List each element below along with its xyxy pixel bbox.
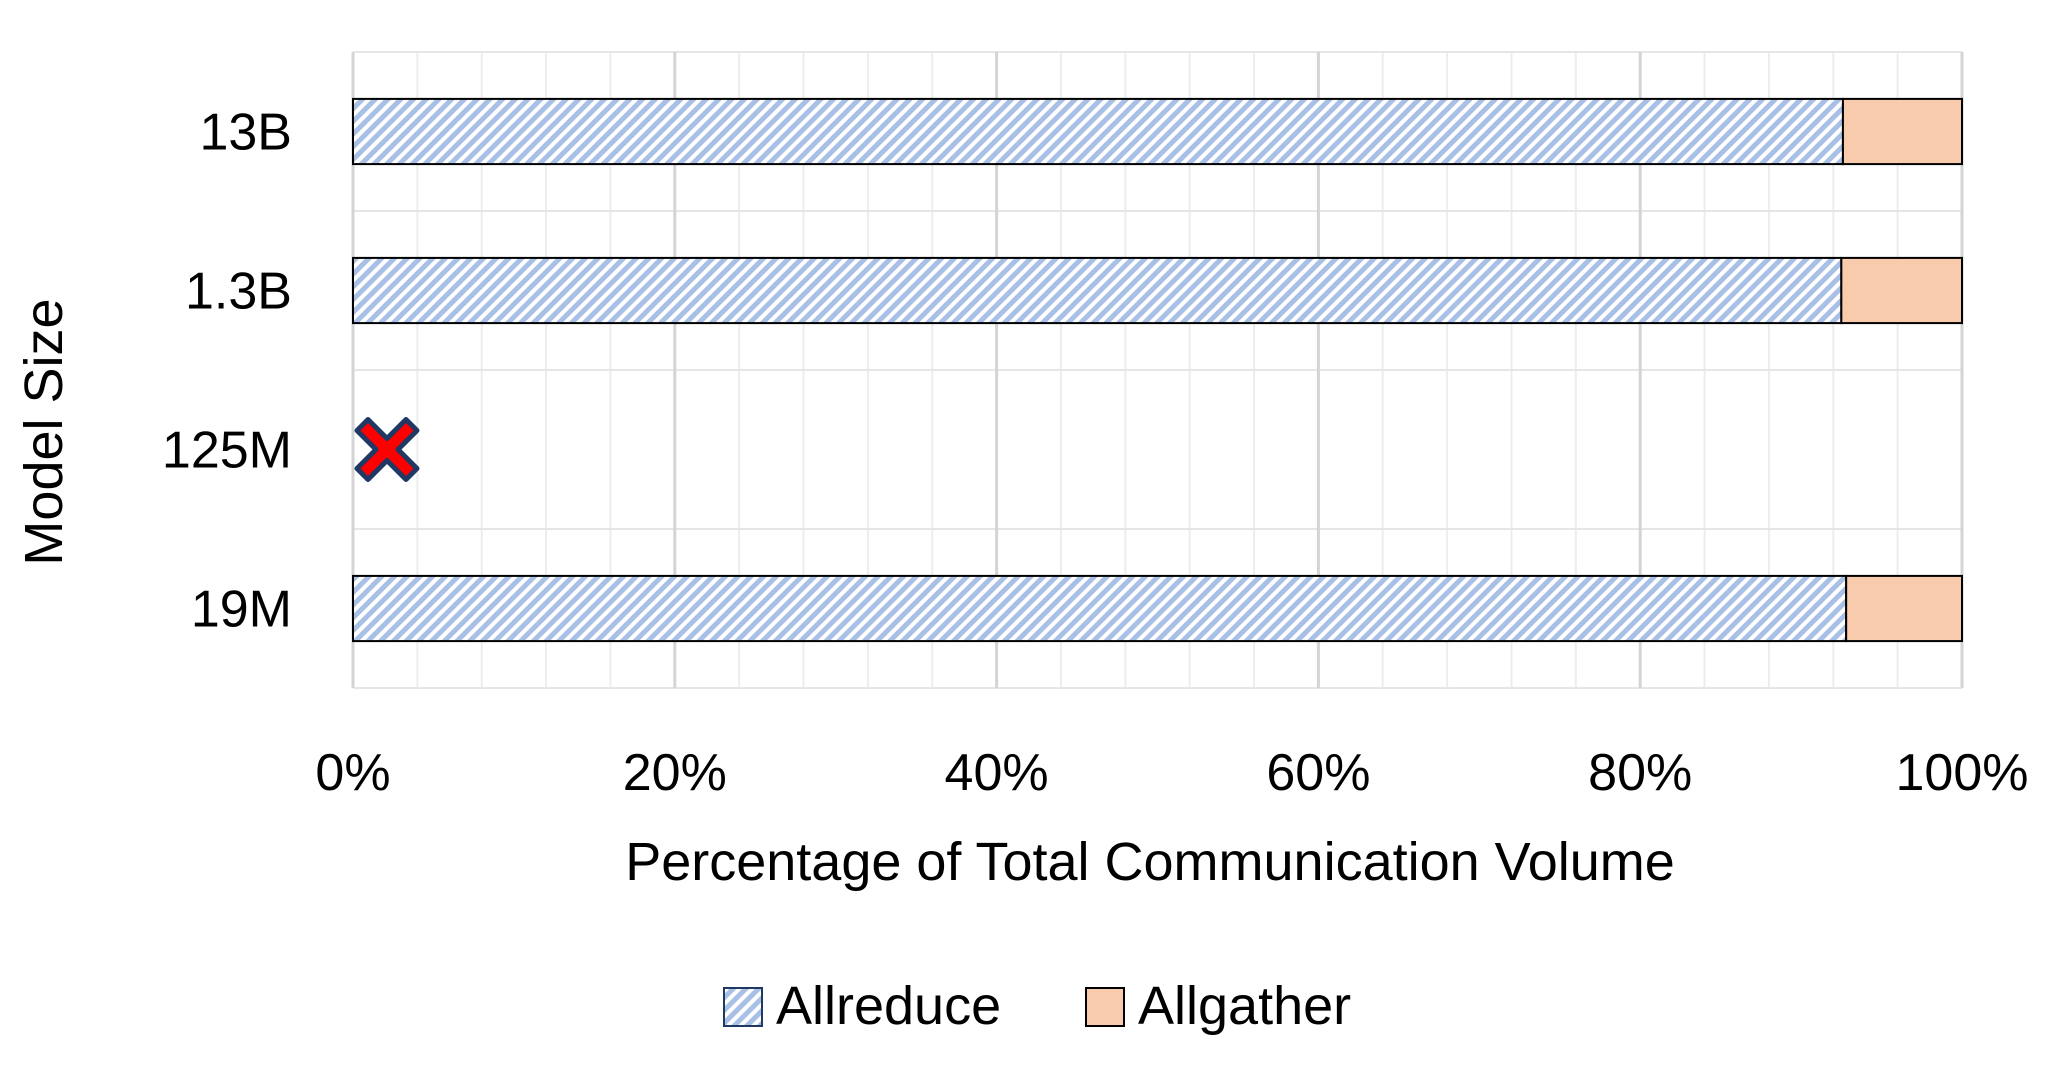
y-axis-title: Model Size (14, 298, 74, 565)
category-label: 1.3B (185, 263, 292, 321)
legend-item-allreduce: Allreduce (723, 976, 1001, 1036)
x-axis-title: Percentage of Total Communication Volume (625, 832, 1675, 892)
x-tick-label: 20% (623, 744, 727, 802)
category-labels: 13B 1.3B 125M 19M (162, 104, 292, 639)
legend-swatch-allreduce (723, 987, 763, 1027)
x-tick-label: 80% (1588, 744, 1692, 802)
legend-label-allreduce: Allreduce (776, 976, 1001, 1036)
bar-allgather-19m (1845, 574, 1963, 643)
bar-allgather-13b (1841, 97, 1963, 166)
x-tick-label: 60% (1266, 744, 1370, 802)
missing-markers (354, 417, 420, 482)
x-tick-label: 100% (1896, 744, 2029, 802)
x-tick-label: 40% (945, 744, 1049, 802)
bar-allgather-1.3b (1840, 256, 1963, 325)
bar-allreduce-1.3b (352, 256, 1843, 325)
bar-allreduce-19m (352, 574, 1848, 643)
bars (352, 97, 1963, 643)
x-tick-label: 0% (315, 744, 390, 802)
legend: Allreduce Allgather (723, 976, 1351, 1036)
bar-allreduce-13b (352, 97, 1844, 166)
category-label: 13B (199, 104, 292, 162)
legend-item-allgather: Allgather (1085, 976, 1351, 1036)
category-label: 19M (191, 581, 292, 639)
legend-label-allgather: Allgather (1138, 976, 1351, 1036)
x-tick-labels: 0% 20% 40% 60% 80% 100% (315, 744, 2028, 802)
x-icon (354, 417, 420, 482)
category-label: 125M (162, 422, 292, 480)
legend-swatch-allgather (1085, 987, 1125, 1027)
